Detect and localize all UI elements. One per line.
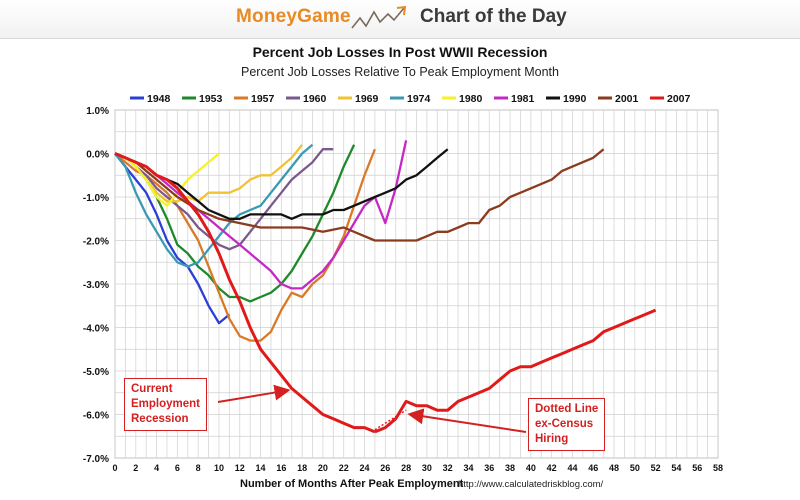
- callout-line: Employment: [131, 398, 201, 410]
- annotation-arrows: [217, 384, 527, 433]
- legend-label: 1957: [251, 93, 275, 105]
- x-tick-label: 48: [609, 463, 619, 473]
- legend-label: 1990: [563, 93, 587, 105]
- legend-label: 2001: [615, 93, 639, 105]
- axis-ticks: 1.0% 0.0% -1.0% -2.0% -3.0% -4.0% -5.0% -6.0% -7…: [83, 106, 723, 473]
- x-tick-label: 18: [297, 463, 307, 473]
- x-tick-label: 12: [235, 463, 245, 473]
- x-tick-label: 24: [360, 463, 370, 473]
- series-line-1948: [114, 152, 231, 325]
- x-tick-label: 10: [214, 463, 224, 473]
- x-tick-label: 22: [339, 463, 349, 473]
- series-line-1980: [114, 152, 220, 207]
- x-axis-label: Number of Months After Peak Employment: [240, 478, 464, 490]
- x-tick-label: 58: [713, 463, 723, 473]
- chart-subtitle: Percent Job Losses Relative To Peak Empl…: [241, 65, 559, 79]
- source-url: http://www.calculatedriskblog.com/: [458, 479, 604, 490]
- callout-line: Dotted Line: [535, 403, 599, 415]
- x-tick-label: 4: [154, 463, 159, 473]
- arrow-current-recession: [217, 384, 291, 403]
- series-line-1981: [114, 140, 408, 290]
- legend-label: 1981: [511, 93, 535, 105]
- legend-label: 1974: [407, 93, 431, 105]
- x-tick-label: 42: [547, 463, 557, 473]
- header-banner: MoneyGame Chart of the Day: [0, 0, 800, 39]
- x-tick-label: 14: [256, 463, 266, 473]
- legend-label: 1969: [355, 93, 379, 105]
- legend-label: 1948: [147, 93, 171, 105]
- x-tick-label: 50: [630, 463, 640, 473]
- y-tick-label: 0.0%: [86, 150, 109, 161]
- y-tick-label: -4.0%: [83, 324, 109, 335]
- callout-line: ex-Census: [535, 418, 594, 430]
- y-tick-label: 1.0%: [86, 106, 109, 117]
- series-line-2007: [114, 152, 376, 434]
- upward-trend-arrow-icon: [351, 5, 407, 29]
- brand-logo: MoneyGame: [236, 6, 351, 27]
- callout-current-recession: Current Employment Recession: [124, 378, 208, 431]
- x-tick-label: 2: [133, 463, 138, 473]
- y-tick-label: -2.0%: [83, 237, 109, 248]
- x-tick-label: 16: [276, 463, 286, 473]
- chart-of-the-day-label: Chart of the Day: [420, 6, 567, 27]
- x-tick-label: 28: [401, 463, 411, 473]
- x-tick-label: 0: [112, 463, 117, 473]
- x-tick-label: 26: [380, 463, 390, 473]
- x-tick-label: 34: [463, 463, 473, 473]
- x-tick-label: 38: [505, 463, 515, 473]
- x-tick-label: 8: [196, 463, 201, 473]
- y-tick-label: -7.0%: [83, 454, 109, 465]
- x-tick-label: 36: [484, 463, 494, 473]
- x-tick-label: 54: [671, 463, 681, 473]
- x-tick-label: 30: [422, 463, 432, 473]
- x-tick-label: 44: [567, 463, 577, 473]
- x-tick-label: 20: [318, 463, 328, 473]
- series-line-1960: [114, 148, 334, 251]
- legend-label: 1953: [199, 93, 223, 105]
- legend-label: 1960: [303, 93, 327, 105]
- y-tick-label: -6.0%: [83, 411, 109, 422]
- callout-line: Recession: [131, 413, 189, 425]
- callout-line: Hiring: [535, 433, 569, 445]
- legend-label: 2007: [667, 93, 691, 105]
- callout-dotted-line: Dotted Line ex-Census Hiring: [528, 398, 606, 451]
- x-tick-label: 46: [588, 463, 598, 473]
- chart-title: Percent Job Losses In Post WWII Recessio…: [252, 44, 548, 60]
- x-tick-label: 52: [651, 463, 661, 473]
- legend-label: 1980: [459, 93, 483, 105]
- x-tick-label: 6: [175, 463, 180, 473]
- y-tick-label: -3.0%: [83, 280, 109, 291]
- series-lines: [114, 140, 657, 434]
- x-tick-label: 40: [526, 463, 536, 473]
- series-line-2001: [114, 148, 605, 242]
- x-tick-label: 56: [692, 463, 702, 473]
- series-line-2007: [374, 308, 657, 434]
- x-tick-label: 32: [443, 463, 453, 473]
- y-tick-label: -5.0%: [83, 367, 109, 378]
- legend: 1948 1953 1957 1960 1969 1974 1980 1981 1990 2001…: [130, 93, 691, 105]
- callout-line: Current: [131, 383, 173, 395]
- arrow-dotted-line: [407, 408, 527, 433]
- y-tick-label: -1.0%: [83, 193, 109, 204]
